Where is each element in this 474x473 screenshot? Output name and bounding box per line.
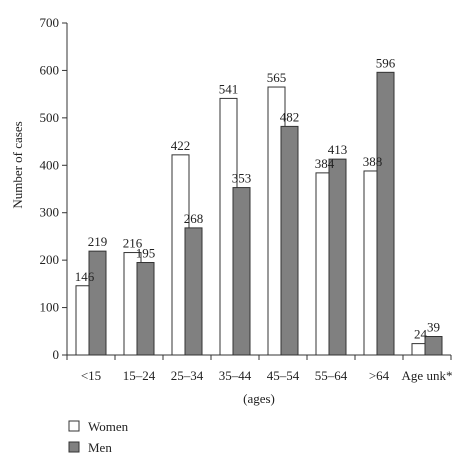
bar-men xyxy=(376,71,395,356)
x-tick-label: <15 xyxy=(81,368,101,383)
y-tick-label: 600 xyxy=(40,62,60,77)
bar-men xyxy=(424,336,443,356)
x-tick-label: 45–54 xyxy=(267,368,300,383)
y-axis: 0 100 200 300 400 500 600 700 xyxy=(40,15,68,362)
bar-value-label: 219 xyxy=(88,234,108,249)
y-axis-label: Number of cases xyxy=(10,121,25,208)
bar-value-label: 146 xyxy=(75,269,95,284)
bar-value-label: 596 xyxy=(376,55,396,70)
bar-men xyxy=(280,125,299,356)
bar-value-label: 353 xyxy=(232,171,252,186)
bar-value-label: 216 xyxy=(123,236,143,251)
y-tick-label: 400 xyxy=(40,157,60,172)
bar-value-label: 482 xyxy=(280,109,300,124)
y-tick-label: 100 xyxy=(40,300,60,315)
bar-value-label: 413 xyxy=(328,142,348,157)
bar-men xyxy=(328,158,347,356)
legend-swatch-men xyxy=(68,441,80,453)
bar-value-label: 388 xyxy=(363,154,383,169)
x-tick-label: 55–64 xyxy=(315,368,348,383)
x-tick-label: Age unk* xyxy=(402,368,453,383)
bar-men xyxy=(136,262,155,356)
bar-men xyxy=(232,187,251,356)
x-tick-label: 35–44 xyxy=(219,368,252,383)
legend-label-men: Men xyxy=(88,440,112,455)
bar-men xyxy=(184,227,203,356)
x-tick-label: 25–34 xyxy=(171,368,204,383)
bar-value-label: 268 xyxy=(184,211,204,226)
x-axis: <15 15–24 25–34 35–44 45–54 55–64 >64 Age unk* xyxy=(66,354,453,383)
bar-value-label: 422 xyxy=(171,138,191,153)
y-tick-label: 700 xyxy=(40,15,60,30)
y-tick-label: 200 xyxy=(40,252,60,267)
bar-value-label: 39 xyxy=(427,320,440,335)
legend: Women Men xyxy=(68,419,129,455)
bar-value-label: 24 xyxy=(414,327,428,342)
bar-value-label: 541 xyxy=(219,81,239,96)
x-tick-label: >64 xyxy=(369,368,390,383)
bar-men xyxy=(88,250,107,356)
bars xyxy=(75,71,443,356)
bar-value-label: 195 xyxy=(136,246,156,261)
bar-value-label: 384 xyxy=(315,156,335,171)
value-labels: 146 216 422 541 565 384 388 24 219 195 268 353 482 41… xyxy=(75,55,440,341)
legend-swatch-women xyxy=(68,420,80,432)
y-tick-label: 500 xyxy=(40,110,60,125)
bar-value-label: 565 xyxy=(267,70,287,85)
x-axis-label: (ages) xyxy=(243,391,275,406)
y-tick-label: 0 xyxy=(53,347,60,362)
legend-label-women: Women xyxy=(88,419,129,434)
y-tick-label: 300 xyxy=(40,205,60,220)
x-tick-label: 15–24 xyxy=(123,368,156,383)
